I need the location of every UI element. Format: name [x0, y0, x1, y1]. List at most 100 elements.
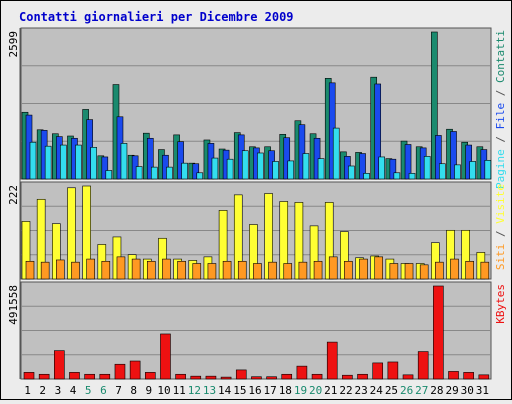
bar-kbytes-day-24 — [372, 362, 384, 380]
bar-pagine-day-13 — [211, 157, 219, 180]
bar-siti-day-7 — [116, 256, 126, 280]
bar-kbytes-day-18 — [281, 373, 293, 380]
x-tick-label-day-22: 22 — [339, 384, 352, 397]
x-tick-label-day-18: 18 — [279, 384, 292, 397]
bar-pagine-day-20 — [317, 158, 325, 180]
bar-siti-day-8 — [131, 258, 141, 280]
x-tick-label-day-25: 25 — [385, 384, 398, 397]
bar-siti-day-15 — [237, 260, 247, 280]
legend-item: / — [494, 129, 507, 149]
bar-siti-day-23 — [359, 258, 368, 280]
bar-pagine-day-21 — [332, 127, 340, 180]
bar-pagine-day-31 — [484, 160, 492, 180]
x-tick-label-day-10: 10 — [157, 384, 170, 397]
bar-siti-day-18 — [283, 263, 293, 280]
x-tick-label-day-16: 16 — [248, 384, 261, 397]
x-tick-label-day-9: 9 — [146, 384, 153, 397]
bar-pagine-day-23 — [363, 173, 370, 180]
bar-kbytes-day-14 — [220, 376, 232, 380]
bar-file-day-23 — [359, 153, 366, 180]
bar-file-day-18 — [283, 137, 291, 180]
bar-kbytes-day-30 — [463, 372, 474, 380]
bar-pagine-day-17 — [272, 161, 279, 180]
y-max-label-kbytes: 491558 — [7, 285, 20, 325]
bar-kbytes-day-21 — [326, 341, 338, 380]
bar-siti-day-30 — [465, 260, 474, 280]
bar-siti-day-6 — [101, 260, 111, 280]
bar-kbytes-day-6 — [99, 373, 111, 380]
x-tick-label-day-15: 15 — [233, 384, 246, 397]
bar-file-day-25 — [389, 158, 397, 180]
bar-kbytes-day-12 — [190, 375, 202, 380]
x-tick-label-day-23: 23 — [355, 384, 368, 397]
x-tick-label-day-12: 12 — [188, 384, 201, 397]
x-tick-label-day-24: 24 — [370, 384, 384, 397]
bar-siti-day-4 — [71, 261, 80, 280]
legend-item: / — [494, 224, 507, 244]
bar-siti-day-10 — [162, 258, 171, 280]
x-tick-label-day-8: 8 — [130, 384, 137, 397]
y-max-label-visite-siti: 222 — [7, 185, 20, 205]
legend-item: File — [494, 103, 507, 130]
bar-file-day-26 — [404, 144, 412, 180]
bar-pagine-day-24 — [378, 156, 386, 180]
bar-file-day-28 — [435, 135, 442, 180]
legend-visite-siti: Siti / Visite — [494, 184, 507, 270]
bar-siti-day-29 — [450, 258, 459, 280]
bar-pagine-day-27 — [423, 156, 431, 180]
x-tick-label-day-26: 26 — [400, 384, 413, 397]
bar-pagine-day-3 — [60, 144, 67, 180]
bar-pagine-day-8 — [135, 166, 143, 180]
x-tick-label-day-17: 17 — [264, 384, 277, 397]
bar-kbytes-day-31 — [478, 374, 490, 380]
bar-siti-day-5 — [86, 258, 95, 280]
x-tick-label-day-5: 5 — [85, 384, 92, 397]
bar-pagine-day-30 — [469, 161, 476, 180]
bar-kbytes-day-19 — [296, 365, 308, 380]
bar-kbytes-day-5 — [84, 373, 95, 380]
x-tick-label-day-3: 3 — [55, 384, 62, 397]
legend-item: KBytes — [494, 284, 507, 324]
bar-kbytes-day-10 — [160, 333, 171, 380]
bar-kbytes-day-13 — [205, 375, 217, 380]
bar-siti-day-16 — [253, 263, 262, 280]
bar-siti-day-25 — [389, 263, 399, 280]
bar-pagine-day-25 — [393, 172, 401, 180]
bar-kbytes-day-28 — [433, 285, 444, 380]
bar-pagine-day-14 — [226, 158, 234, 180]
bar-siti-day-28 — [435, 261, 444, 280]
bar-kbytes-day-23 — [357, 373, 368, 380]
bar-pagine-day-18 — [287, 160, 295, 180]
bar-kbytes-day-29 — [448, 371, 459, 380]
x-tick-label-day-7: 7 — [115, 384, 122, 397]
bar-kbytes-day-20 — [311, 373, 323, 380]
bar-file-day-11 — [177, 141, 184, 180]
x-tick-label-day-19: 19 — [294, 384, 307, 397]
x-tick-label-day-14: 14 — [218, 384, 232, 397]
bar-pagine-day-9 — [150, 166, 158, 180]
bar-kbytes-day-1 — [23, 372, 35, 380]
bar-file-day-29 — [450, 131, 457, 180]
x-tick-label-day-30: 30 — [461, 384, 474, 397]
legend-item: Contatti — [494, 30, 507, 83]
bar-siti-day-3 — [56, 259, 65, 280]
y-max-label-contatti-file-pagine: 2599 — [7, 31, 20, 58]
bar-kbytes-day-22 — [342, 374, 353, 380]
bar-kbytes-day-7 — [114, 363, 126, 380]
bar-pagine-day-7 — [120, 143, 128, 180]
bar-kbytes-day-27 — [417, 351, 429, 380]
x-tick-label-day-28: 28 — [430, 384, 443, 397]
legend-item: Siti — [494, 244, 507, 271]
bar-pagine-day-12 — [196, 172, 204, 180]
bar-kbytes-day-25 — [387, 361, 399, 380]
bar-siti-day-31 — [480, 261, 490, 280]
x-tick-label-day-20: 20 — [309, 384, 322, 397]
bar-pagine-day-6 — [105, 170, 113, 180]
x-tick-label-day-31: 31 — [476, 384, 489, 397]
bar-kbytes-day-16 — [251, 376, 262, 380]
bar-siti-day-27 — [419, 264, 429, 280]
bar-siti-day-21 — [328, 256, 338, 280]
x-tick-label-day-6: 6 — [100, 384, 107, 397]
legend-item: / — [494, 83, 507, 103]
bar-siti-day-26 — [404, 263, 414, 280]
